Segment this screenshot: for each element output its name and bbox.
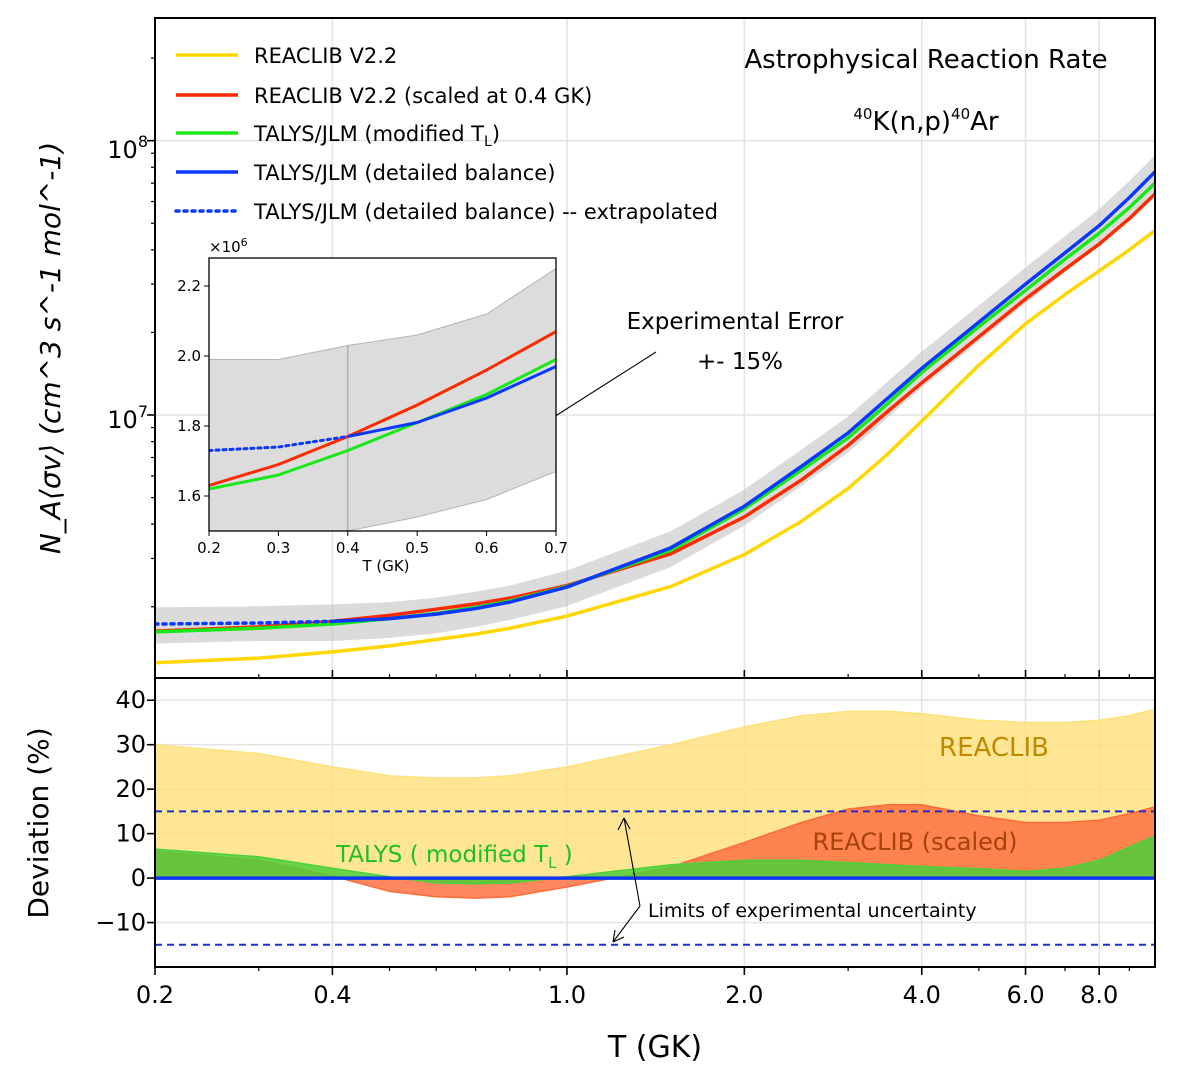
chart-subtitle: 40K(n,p)40Ar xyxy=(853,105,999,137)
deviation-area-talys xyxy=(155,835,1155,885)
inset-line-talys-modified xyxy=(209,358,556,491)
x-tick-label: 2.0 xyxy=(725,981,763,1009)
series-line-reaclib-scaled xyxy=(155,192,1155,633)
inset-x-tick-label: 0.7 xyxy=(544,539,568,557)
legend-label-talys-extrapolated: TALYS/JLM (detailed balance) -- extrapol… xyxy=(253,200,718,224)
uncertainty-arrow-down xyxy=(612,905,641,943)
x-tick-label: 8.0 xyxy=(1080,981,1118,1009)
axis-ticks xyxy=(147,57,1130,975)
inset-line-reaclib-scaled xyxy=(209,330,556,487)
series-line-reaclib xyxy=(155,229,1155,665)
legend-label-talys-detailed: TALYS/JLM (detailed balance) xyxy=(253,161,555,185)
inset-line-talys-detailed xyxy=(347,365,556,438)
talys-region-label: TALYS ( modified TL ) xyxy=(335,842,573,872)
x-tick-label: 1.0 xyxy=(548,981,586,1009)
deviation-y-tick-label: 20 xyxy=(115,775,146,803)
x-axis-label: T (GK) xyxy=(607,1030,702,1065)
inset-y-multiplier: ×106 xyxy=(209,236,248,256)
legend-label-reaclib: REACLIB V2.2 xyxy=(254,44,397,68)
inset-line-talys-extrapolated xyxy=(209,435,350,452)
uncertainty-limits-label: Limits of experimental uncertainty xyxy=(648,900,977,922)
deviation-y-tick-label: 0 xyxy=(131,864,146,892)
inset-plot-area xyxy=(209,267,556,531)
series-line-talys-detailed xyxy=(332,170,1155,624)
chart-title: Astrophysical Reaction Rate xyxy=(744,45,1107,75)
inset-y-tick-label: 2.0 xyxy=(177,347,201,365)
inset-x-tick-label: 0.3 xyxy=(266,539,290,557)
deviation-y-tick-label: −10 xyxy=(95,909,146,937)
x-tick-label: 0.4 xyxy=(313,981,351,1009)
inset-x-tick-label: 0.6 xyxy=(475,539,499,557)
uncertainty-arrow-up xyxy=(617,817,641,907)
x-tick-labels: 0.2 0.4 1.0 2.0 4.0 6.0 8.0 xyxy=(136,981,1118,1009)
main-y-axis-label: N_A⟨σv⟩ (cm^3 s^-1 mol^-1) xyxy=(34,142,67,554)
inset-y-tick-label: 1.8 xyxy=(177,417,201,435)
legend: REACLIB V2.2 REACLIB V2.2 (scaled at 0.4… xyxy=(174,44,718,224)
inset-x-axis-label: T (GK) xyxy=(361,557,409,575)
deviation-plot-area xyxy=(155,708,1155,946)
deviation-y-tick-labels: 40 30 20 10 0 −10 xyxy=(95,686,146,936)
y-tick-label-1e7: 107 xyxy=(107,402,148,434)
reaclib-scaled-region-label: REACLIB (scaled) xyxy=(813,828,1018,856)
main-plot-area xyxy=(155,155,1155,665)
legend-label-reaclib-scaled: REACLIB V2.2 (scaled at 0.4 GK) xyxy=(254,84,592,108)
legend-label-talys-modified: TALYS/JLM (modified TL) xyxy=(253,122,500,150)
inset-ticks: 0.2 0.3 0.4 0.5 0.6 0.7 1.6 1.8 2.0 2.2 xyxy=(177,277,568,557)
deviation-y-tick-label: 30 xyxy=(115,731,146,759)
experimental-error-value: +- 15% xyxy=(697,349,783,375)
x-tick-label: 6.0 xyxy=(1006,981,1044,1009)
deviation-y-tick-label: 10 xyxy=(115,820,146,848)
reaclib-region-label: REACLIB xyxy=(939,733,1049,763)
inset-x-tick-label: 0.2 xyxy=(197,539,221,557)
inset-x-tick-label: 0.4 xyxy=(336,539,360,557)
experimental-error-band xyxy=(155,155,1155,644)
experimental-error-label: Experimental Error xyxy=(627,309,844,335)
deviation-y-axis-label: Deviation (%) xyxy=(22,727,55,918)
inset-y-tick-label: 1.6 xyxy=(177,487,201,505)
x-tick-label: 4.0 xyxy=(903,981,941,1009)
inset-chart: 0.2 0.3 0.4 0.5 0.6 0.7 1.6 1.8 2.0 2.2 ×106 T (G… xyxy=(177,236,568,575)
x-tick-label: 0.2 xyxy=(136,981,174,1009)
inset-frame xyxy=(208,257,557,532)
y-tick-label-1e8: 108 xyxy=(107,132,148,164)
deviation-y-tick-label: 40 xyxy=(115,686,146,714)
deviation-panel-frame xyxy=(154,677,1156,968)
series-line-talys-extrapolated xyxy=(155,619,335,626)
inset-y-tick-label: 2.2 xyxy=(177,277,201,295)
inset-x-tick-label: 0.5 xyxy=(405,539,429,557)
